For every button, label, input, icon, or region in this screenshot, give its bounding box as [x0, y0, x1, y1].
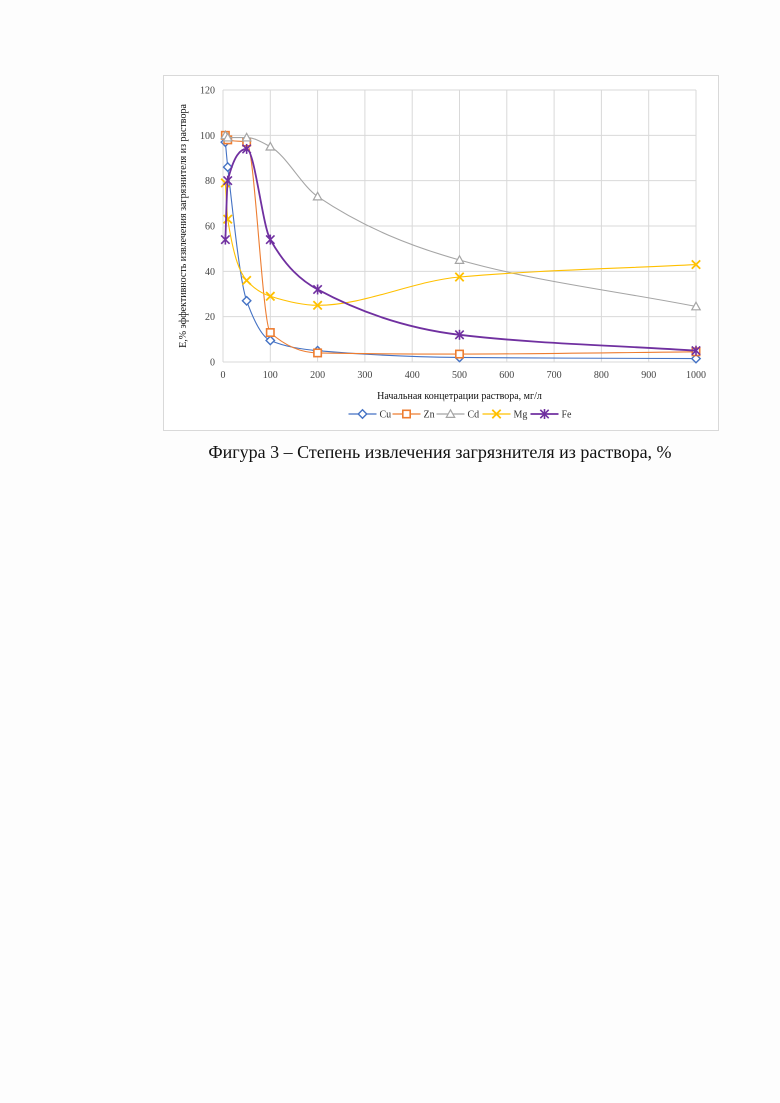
y-tick-label: 40: [205, 267, 215, 278]
legend-item-zn: Zn: [393, 410, 435, 421]
data-point-cu: [242, 297, 250, 305]
x-tick-label: 0: [221, 370, 226, 381]
series-line-mg: [225, 183, 696, 305]
x-tick-label: 300: [357, 370, 372, 381]
grid-lines: [223, 90, 696, 362]
x-tick-label: 1000: [686, 370, 706, 381]
x-tick-label: 500: [452, 370, 467, 381]
legend-label: Cd: [468, 410, 480, 421]
x-tick-label: 900: [641, 370, 656, 381]
data-series: [221, 131, 700, 363]
chart-frame: 0 20 40 60 80 100 120 0 100 200 300 400 500 600 700 800…: [163, 75, 719, 431]
x-tick-label: 100: [263, 370, 278, 381]
series-line-fe: [225, 149, 696, 351]
series-mg: [221, 179, 700, 310]
data-point-cd: [266, 142, 274, 150]
legend-item-mg: Mg: [483, 410, 528, 421]
data-point-fe: [266, 235, 274, 245]
y-tick-label: 60: [205, 222, 215, 233]
data-point-zn: [314, 349, 321, 356]
data-point-fe: [221, 235, 229, 245]
series-fe: [221, 144, 700, 356]
legend-item-cd: Cd: [437, 410, 480, 421]
data-point-cu: [266, 336, 274, 344]
legend-item-fe: Fe: [531, 409, 573, 421]
y-tick-label: 80: [205, 176, 215, 187]
data-point-fe: [313, 284, 321, 294]
data-point-mg: [242, 276, 250, 284]
y-axis-title: E,% эффективность извлечения загрязнител…: [178, 104, 189, 348]
x-tick-label: 200: [310, 370, 325, 381]
figure-caption: Фигура 3 – Степень извлечения загрязните…: [140, 442, 740, 463]
y-tick-label: 20: [205, 312, 215, 323]
legend-marker: [358, 410, 366, 418]
x-tick-label: 700: [547, 370, 562, 381]
y-tick-label: 120: [200, 86, 215, 97]
line-chart: 0 20 40 60 80 100 120 0 100 200 300 400 500 600 700 800…: [164, 76, 720, 432]
data-point-cd: [313, 192, 321, 200]
legend-label: Cu: [380, 410, 392, 421]
series-cu: [221, 138, 700, 363]
legend-label: Mg: [514, 410, 528, 421]
x-tick-label: 400: [405, 370, 420, 381]
x-tick-label: 800: [594, 370, 609, 381]
data-point-zn: [456, 350, 463, 357]
series-line-zn: [225, 135, 696, 354]
y-tick-label: 0: [210, 358, 215, 369]
y-tick-label: 100: [200, 131, 215, 142]
series-line-cu: [225, 142, 696, 358]
legend-label: Fe: [562, 410, 573, 421]
series-zn: [222, 132, 700, 358]
legend-label: Zn: [424, 410, 435, 421]
x-axis-title: Начальная концетрации раствора, мг/л: [377, 391, 542, 402]
x-tick-label: 600: [499, 370, 514, 381]
legend: Cu Zn Cd Mg Fe: [349, 409, 573, 421]
series-line-cd: [225, 135, 696, 306]
legend-marker: [403, 410, 410, 417]
legend-item-cu: Cu: [349, 410, 392, 421]
data-point-zn: [267, 329, 274, 336]
series-cd: [221, 131, 700, 310]
